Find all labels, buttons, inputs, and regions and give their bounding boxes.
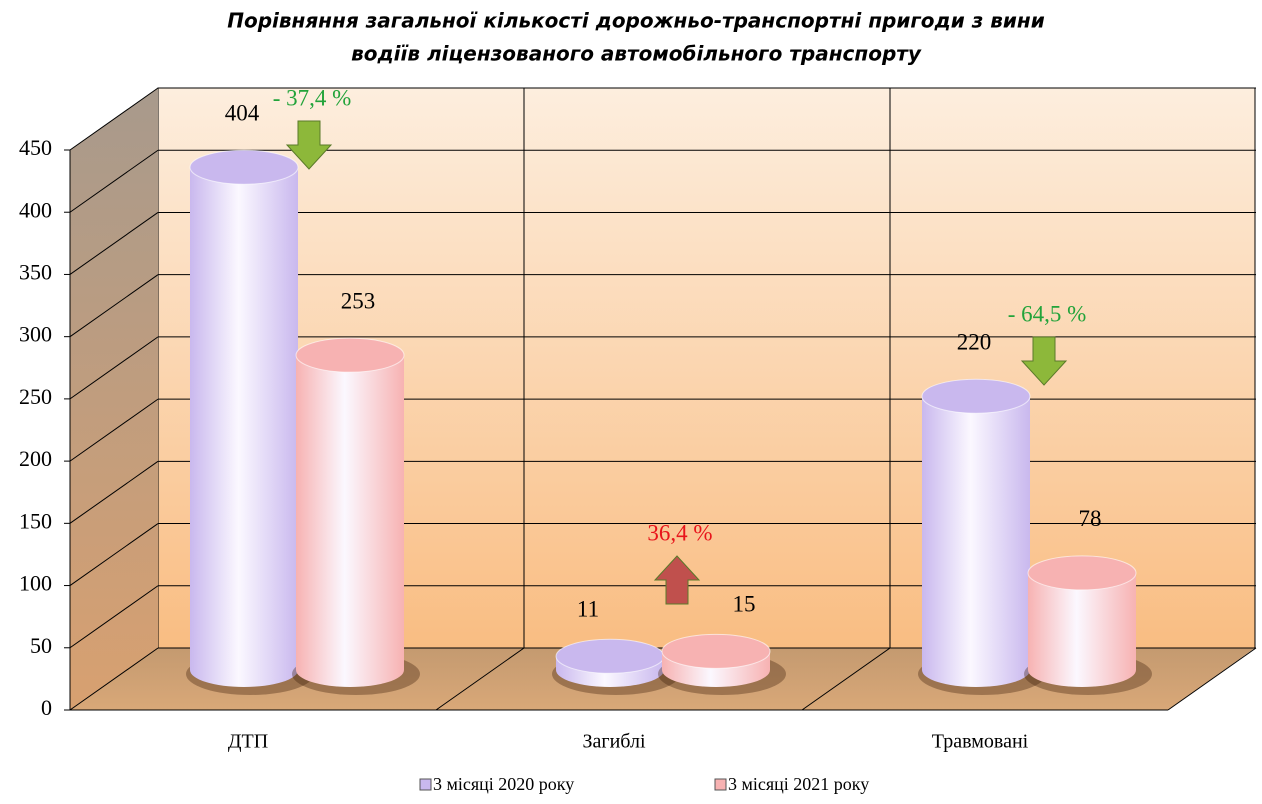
data-label: 253 [341,288,376,313]
grid-line [69,149,159,213]
floor-edge [1167,647,1257,711]
chart-subtitle: водіїв ліцензованого автомобільного тран… [351,42,922,66]
divider [801,647,891,711]
annotation: 36,4 % [647,520,712,545]
grid-line [69,585,159,649]
bar-top [921,378,1031,414]
y-tick-label: 50 [30,633,52,658]
bar-top [555,638,665,674]
bar [295,337,405,687]
y-tick-label: 300 [19,322,52,347]
y-tick-label: 450 [19,135,52,160]
legend-swatch [419,778,432,791]
annotation: - 64,5 % [1008,301,1087,326]
y-tick-label: 150 [19,508,52,533]
grid-line [69,647,159,711]
grid-line [69,212,159,275]
data-label: 220 [957,330,992,355]
bar [189,149,299,687]
data-label: 15 [733,592,756,617]
y-tick-label: 250 [19,384,52,409]
legend-swatch [714,778,727,791]
y-tick-label: 350 [19,259,52,284]
bar-body [296,355,404,687]
grid-line [69,398,159,462]
x-tick-label: Травмовані [932,731,1029,753]
grid-line [69,460,159,524]
x-tick-label: Загиблі [582,731,645,753]
side-wall [70,88,158,710]
bar-body [1028,572,1136,687]
y-tick-label: 0 [41,695,52,720]
annotation: - 37,4 % [273,85,352,110]
data-label: 78 [1079,506,1102,531]
bar [555,638,665,687]
bar-top [661,633,771,669]
annotation-arrow [285,120,333,170]
bar-top [295,337,405,373]
bar [661,633,771,687]
y-tick-label: 400 [19,197,52,222]
grid-line [69,87,159,151]
bar [921,378,1031,687]
divider [435,647,525,711]
bar-body [190,167,298,687]
grid-line [69,523,159,586]
data-label: 11 [577,597,599,622]
data-label: 404 [225,101,260,126]
annotation-arrow [1020,336,1068,386]
bar-top [189,149,299,185]
annotation-arrow [653,555,701,605]
y-tick-label: 200 [19,446,52,471]
grid-line [69,274,159,338]
bar-body [922,396,1030,687]
chart-title: Порівняння загальної кількості дорожньо-… [227,9,1045,33]
x-tick-label: ДТП [228,731,268,753]
legend-label: 3 місяці 2021 року [728,774,869,794]
bar [1027,555,1137,687]
bar-top [1027,555,1137,591]
grid-line [69,336,159,400]
legend-label: 3 місяці 2020 року [433,774,574,794]
y-tick-label: 100 [19,571,52,596]
